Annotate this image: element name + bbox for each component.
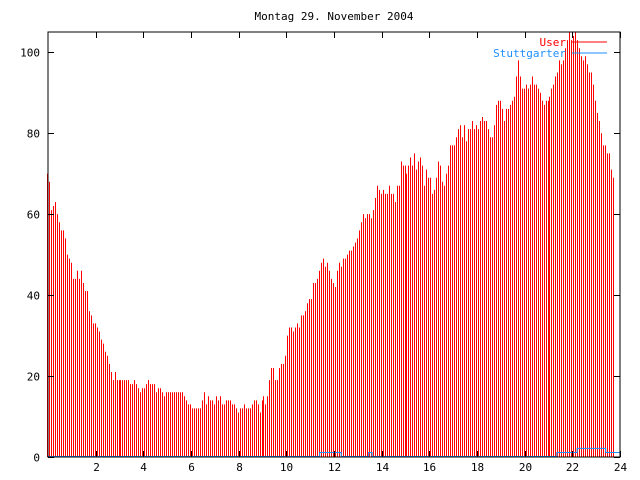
y-tick-label: 80 — [27, 128, 40, 141]
y-tick-label: 20 — [27, 371, 40, 384]
chart-title: Montag 29. November 2004 — [255, 10, 414, 23]
legend-label-stuttgarter: Stuttgarter — [493, 47, 566, 60]
x-tick-label: 4 — [140, 461, 147, 474]
y-tick-label: 0 — [33, 452, 40, 465]
x-tick-label: 14 — [376, 461, 390, 474]
x-tick-label: 10 — [280, 461, 293, 474]
y-tick-label: 40 — [27, 290, 40, 303]
x-tick-label: 22 — [566, 461, 579, 474]
y-tick-label: 60 — [27, 209, 40, 222]
x-tick-label: 16 — [423, 461, 436, 474]
x-tick-label: 24 — [614, 461, 628, 474]
x-tick-label: 6 — [188, 461, 195, 474]
x-tick-label: 2 — [93, 461, 100, 474]
x-tick-label: 12 — [328, 461, 341, 474]
y-tick-label: 100 — [20, 47, 40, 60]
x-tick-label: 18 — [471, 461, 484, 474]
legend: User Stuttgarter — [493, 36, 607, 60]
x-tick-label: 8 — [236, 461, 243, 474]
user-bars — [47, 32, 614, 457]
stuttgarter-line — [48, 447, 620, 457]
legend-label-user: User — [540, 36, 567, 49]
x-tick-label: 20 — [519, 461, 532, 474]
